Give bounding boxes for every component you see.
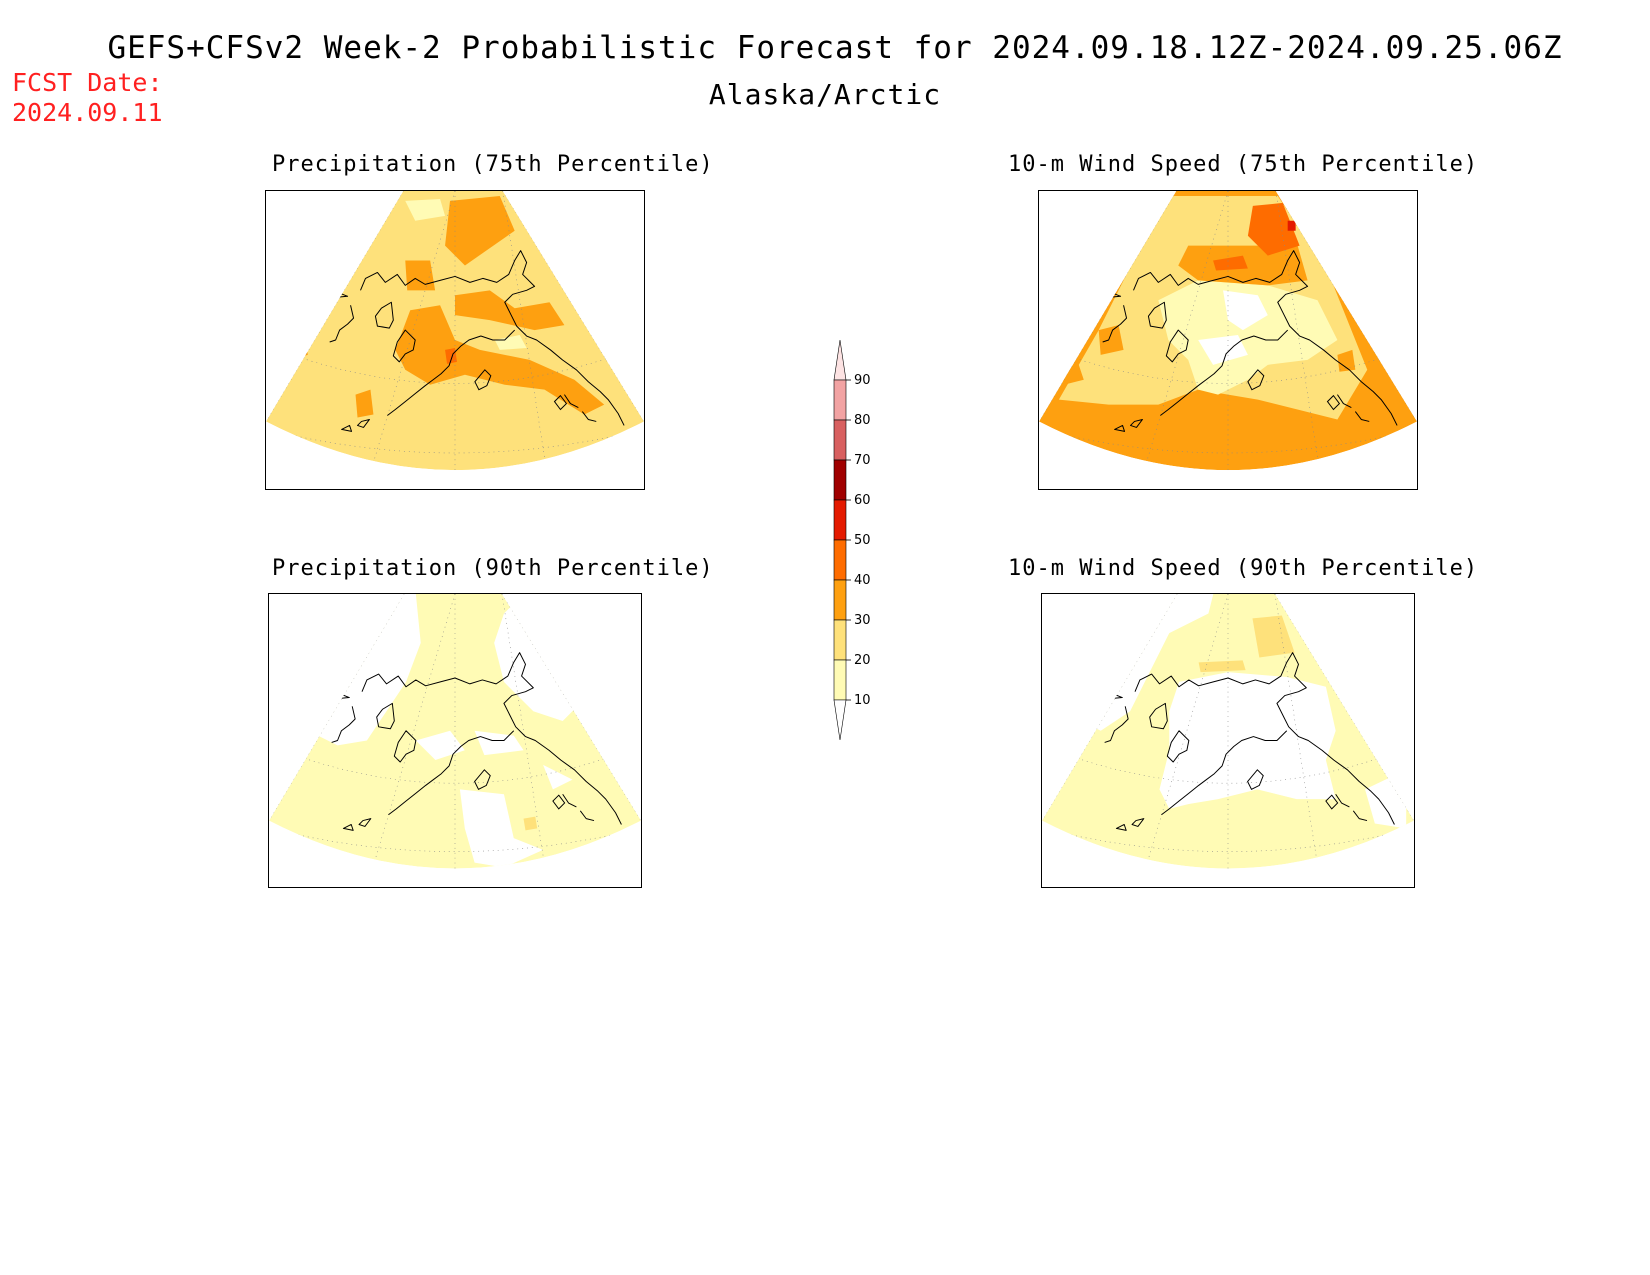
graticule-line bbox=[501, 594, 641, 821]
coastline-islands bbox=[1246, 769, 1339, 810]
probability-contour-20-30 bbox=[1252, 615, 1295, 658]
colorbar-tick-label: 70 bbox=[854, 453, 871, 468]
colorbar-swatch-10-20 bbox=[833, 659, 847, 701]
graticule-line bbox=[1274, 594, 1414, 821]
map-wind-75th bbox=[1038, 190, 1418, 490]
probability-contour-30-40 bbox=[1337, 349, 1356, 372]
panel-title-precip75: Precipitation (75th Percentile) bbox=[272, 152, 714, 177]
probability-contour-30-40 bbox=[395, 305, 605, 415]
probability-contour-40-50 bbox=[445, 347, 457, 364]
colorbar-swatch-50-60 bbox=[833, 499, 847, 541]
coastline-islands bbox=[473, 769, 566, 810]
probability-contour-40-50 bbox=[1247, 202, 1300, 256]
forecast-date-value: 2024.09.11 bbox=[12, 98, 163, 127]
coastline bbox=[1100, 652, 1395, 831]
colorbar-tick-label: 40 bbox=[854, 573, 871, 588]
region-subtitle: Alaska/Arctic bbox=[708, 78, 942, 111]
probability-contour-below10 bbox=[1223, 290, 1268, 331]
probability-contour-30-40 bbox=[455, 290, 565, 331]
probability-contour-below10 bbox=[543, 764, 573, 790]
colorbar-swatch-20-30 bbox=[833, 619, 847, 661]
colorbar-swatch-70-80 bbox=[833, 419, 847, 461]
coastline bbox=[325, 250, 625, 432]
probability-contour-20-30 bbox=[523, 816, 538, 831]
colorbar-tick-label: 80 bbox=[854, 413, 871, 428]
probability-contour-40-50 bbox=[1213, 255, 1248, 271]
colorbar-tick-label: 10 bbox=[854, 693, 871, 708]
map-precip-75th bbox=[265, 190, 645, 490]
probability-colorbar: 10 20 30 40 50 60 70 80 90 bbox=[833, 339, 871, 741]
graticule-line bbox=[1275, 191, 1417, 422]
probability-contour-30-40 bbox=[355, 389, 374, 418]
panel-title-wind90: 10-m Wind Speed (90th Percentile) bbox=[1008, 556, 1479, 581]
page-title: GEFS+CFSv2 Week-2 Probabilistic Forecast… bbox=[107, 30, 1563, 66]
probability-contour-10-20 bbox=[405, 198, 446, 221]
colorbar-swatch-30-40 bbox=[833, 579, 847, 621]
probability-contour-below10 bbox=[1198, 335, 1248, 365]
colorbar-tick-label: 90 bbox=[854, 373, 871, 388]
probability-contour-below10 bbox=[1267, 730, 1295, 753]
probability-contour-below10 bbox=[415, 730, 465, 761]
probability-contour-30-40 bbox=[1098, 325, 1124, 355]
probability-contour-below10 bbox=[459, 789, 544, 868]
coastline-islands bbox=[474, 369, 568, 411]
forecast-date-label: FCST Date: bbox=[12, 68, 163, 97]
probability-contour-below10 bbox=[494, 594, 583, 721]
colorbar-swatch-80-90 bbox=[833, 379, 847, 421]
probability-contour-50-60 bbox=[1287, 220, 1296, 231]
probability-contour-30-40 bbox=[295, 340, 308, 358]
coastline-islands bbox=[1247, 369, 1341, 411]
colorbar-tick-label: 60 bbox=[854, 493, 871, 508]
probability-contour-10-20 bbox=[494, 335, 527, 350]
panel-title-precip90: Precipitation (90th Percentile) bbox=[272, 556, 714, 581]
probability-contour-20-30 bbox=[1198, 660, 1246, 673]
colorbar-tick-label: 30 bbox=[854, 613, 871, 628]
map-wind-90th bbox=[1041, 593, 1415, 888]
colorbar-tick-label: 50 bbox=[854, 533, 871, 548]
probability-contour-30-40 bbox=[445, 195, 515, 266]
colorbar-swatch-60-70 bbox=[833, 459, 847, 501]
colorbar-bottom-triangle bbox=[833, 699, 847, 741]
colorbar-swatch-40-50 bbox=[833, 539, 847, 581]
probability-contour-below10 bbox=[1159, 672, 1336, 809]
graticule-line bbox=[1275, 191, 1323, 471]
graticule-line bbox=[502, 191, 550, 471]
probability-contour-below10 bbox=[474, 730, 524, 756]
graticule-line bbox=[501, 594, 549, 869]
graticule-line bbox=[1274, 594, 1322, 869]
forecast-date: FCST Date: 2024.09.11 bbox=[12, 68, 163, 128]
panel-title-wind75: 10-m Wind Speed (75th Percentile) bbox=[1008, 152, 1479, 177]
colorbar-tick-label: 20 bbox=[854, 653, 871, 668]
coastline bbox=[327, 652, 622, 831]
probability-contour-30-40 bbox=[405, 260, 436, 291]
map-precip-90th bbox=[268, 593, 642, 888]
coastline bbox=[1098, 250, 1398, 432]
colorbar-top-triangle bbox=[833, 339, 847, 381]
